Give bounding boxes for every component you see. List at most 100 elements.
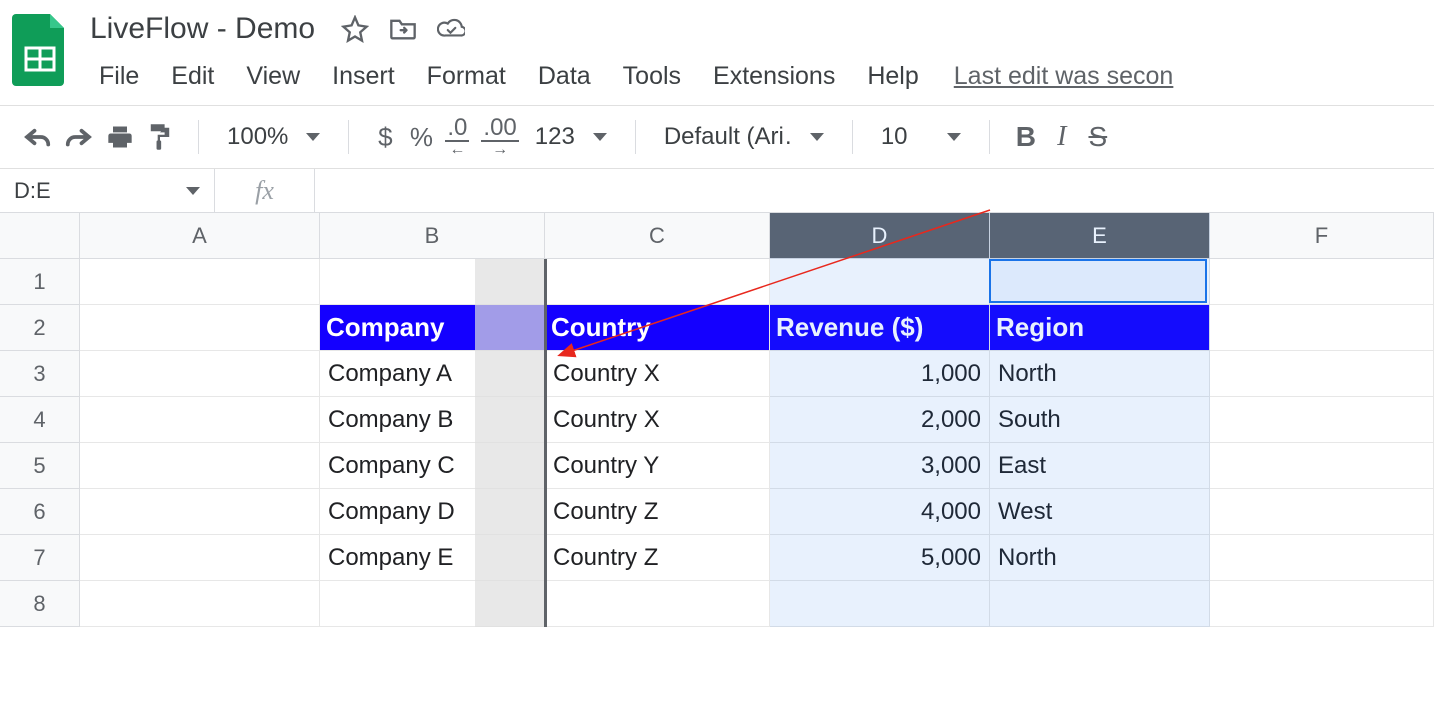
arrow-left-icon: ← <box>449 142 465 158</box>
column-header-B[interactable]: B <box>320 213 545 259</box>
cell-A6[interactable] <box>80 489 320 535</box>
cell-F5[interactable] <box>1210 443 1434 489</box>
cell-E5[interactable]: East <box>990 443 1210 489</box>
cell-B1[interactable] <box>320 259 545 305</box>
bold-button[interactable]: B <box>1008 119 1044 155</box>
cell-C3[interactable]: Country X <box>545 351 770 397</box>
cell-D2[interactable]: Revenue ($) <box>770 305 990 351</box>
paint-format-icon[interactable] <box>140 119 180 155</box>
zoom-dropdown[interactable]: 100% <box>217 123 330 151</box>
row-header-8[interactable]: 8 <box>0 581 80 627</box>
cell-B7[interactable]: Company E <box>320 535 545 581</box>
undo-icon[interactable] <box>16 119 58 155</box>
menu-view[interactable]: View <box>231 60 315 93</box>
arrow-right-icon: → <box>492 142 508 158</box>
spreadsheet-grid[interactable]: ABCDEF 12 CompanyCountryRevenue ($)Region 3… <box>0 213 1434 627</box>
cell-D5[interactable]: 3,000 <box>770 443 990 489</box>
cell-B5[interactable]: Company C <box>320 443 545 489</box>
cell-E2[interactable]: Region <box>990 305 1210 351</box>
cell-D4[interactable]: 2,000 <box>770 397 990 443</box>
cell-E8[interactable] <box>990 581 1210 627</box>
cell-C7[interactable]: Country Z <box>545 535 770 581</box>
increase-decimal-button[interactable]: .00 → <box>475 119 524 155</box>
last-edit-link[interactable]: Last edit was secon <box>954 62 1174 91</box>
column-header-A[interactable]: A <box>80 213 320 259</box>
menu-extensions[interactable]: Extensions <box>698 60 850 93</box>
cell-A5[interactable] <box>80 443 320 489</box>
formula-bar-row: D:E fx <box>0 169 1434 213</box>
cell-D6[interactable]: 4,000 <box>770 489 990 535</box>
strikethrough-button[interactable]: S <box>1080 119 1116 155</box>
column-header-C[interactable]: C <box>545 213 770 259</box>
menu-format[interactable]: Format <box>412 60 521 93</box>
redo-icon[interactable] <box>58 119 100 155</box>
cell-A2[interactable] <box>80 305 320 351</box>
cell-B4[interactable]: Company B <box>320 397 545 443</box>
cell-F6[interactable] <box>1210 489 1434 535</box>
toolbar: 100% $ % .0 ← .00 → 123 Default (Ari… 10… <box>0 106 1434 168</box>
cell-F2[interactable] <box>1210 305 1434 351</box>
menu-file[interactable]: File <box>84 60 154 93</box>
menu-insert[interactable]: Insert <box>317 60 410 93</box>
cell-E3[interactable]: North <box>990 351 1210 397</box>
cell-C1[interactable] <box>545 259 770 305</box>
row-header-4[interactable]: 4 <box>0 397 80 443</box>
select-all-corner[interactable] <box>0 213 80 259</box>
cell-F7[interactable] <box>1210 535 1434 581</box>
formula-input[interactable] <box>315 169 1434 212</box>
sheets-app-icon[interactable] <box>10 10 70 90</box>
cell-C8[interactable] <box>545 581 770 627</box>
decrease-decimal-button[interactable]: .0 ← <box>439 119 475 155</box>
cell-B6[interactable]: Company D <box>320 489 545 535</box>
cell-F3[interactable] <box>1210 351 1434 397</box>
row-header-3[interactable]: 3 <box>0 351 80 397</box>
cell-C2[interactable]: Country <box>545 305 770 351</box>
print-icon[interactable] <box>100 119 140 155</box>
format-percent-button[interactable]: % <box>403 119 439 155</box>
font-size-dropdown[interactable]: 10 <box>871 123 971 151</box>
cell-B2[interactable]: Company <box>320 305 545 351</box>
star-icon[interactable] <box>341 15 369 43</box>
format-currency-button[interactable]: $ <box>367 119 403 155</box>
cell-B3[interactable]: Company A <box>320 351 545 397</box>
cell-A7[interactable] <box>80 535 320 581</box>
menu-tools[interactable]: Tools <box>608 60 696 93</box>
menu-data[interactable]: Data <box>523 60 606 93</box>
cell-E1[interactable] <box>990 259 1210 305</box>
row-header-5[interactable]: 5 <box>0 443 80 489</box>
move-to-folder-icon[interactable] <box>389 15 417 43</box>
cell-D1[interactable] <box>770 259 990 305</box>
cloud-saved-icon[interactable] <box>437 15 465 43</box>
cell-C6[interactable]: Country Z <box>545 489 770 535</box>
menu-edit[interactable]: Edit <box>156 60 229 93</box>
menu-help[interactable]: Help <box>852 60 933 93</box>
cell-C5[interactable]: Country Y <box>545 443 770 489</box>
cell-F1[interactable] <box>1210 259 1434 305</box>
cell-A8[interactable] <box>80 581 320 627</box>
cell-B8[interactable] <box>320 581 545 627</box>
name-box[interactable]: D:E <box>0 169 215 212</box>
row-header-2[interactable]: 2 <box>0 305 80 351</box>
cell-D3[interactable]: 1,000 <box>770 351 990 397</box>
document-title[interactable]: LiveFlow - Demo <box>84 12 321 46</box>
cell-A1[interactable] <box>80 259 320 305</box>
cell-F8[interactable] <box>1210 581 1434 627</box>
column-header-E[interactable]: E <box>990 213 1210 259</box>
cell-C4[interactable]: Country X <box>545 397 770 443</box>
column-header-F[interactable]: F <box>1210 213 1434 259</box>
row-header-7[interactable]: 7 <box>0 535 80 581</box>
cell-D8[interactable] <box>770 581 990 627</box>
cell-F4[interactable] <box>1210 397 1434 443</box>
cell-D7[interactable]: 5,000 <box>770 535 990 581</box>
cell-E4[interactable]: South <box>990 397 1210 443</box>
cell-E7[interactable]: North <box>990 535 1210 581</box>
italic-button[interactable]: I <box>1044 119 1080 155</box>
cell-E6[interactable]: West <box>990 489 1210 535</box>
column-header-D[interactable]: D <box>770 213 990 259</box>
cell-A4[interactable] <box>80 397 320 443</box>
font-family-dropdown[interactable]: Default (Ari… <box>654 123 834 151</box>
row-header-1[interactable]: 1 <box>0 259 80 305</box>
row-header-6[interactable]: 6 <box>0 489 80 535</box>
cell-A3[interactable] <box>80 351 320 397</box>
number-format-dropdown[interactable]: 123 <box>525 123 617 151</box>
